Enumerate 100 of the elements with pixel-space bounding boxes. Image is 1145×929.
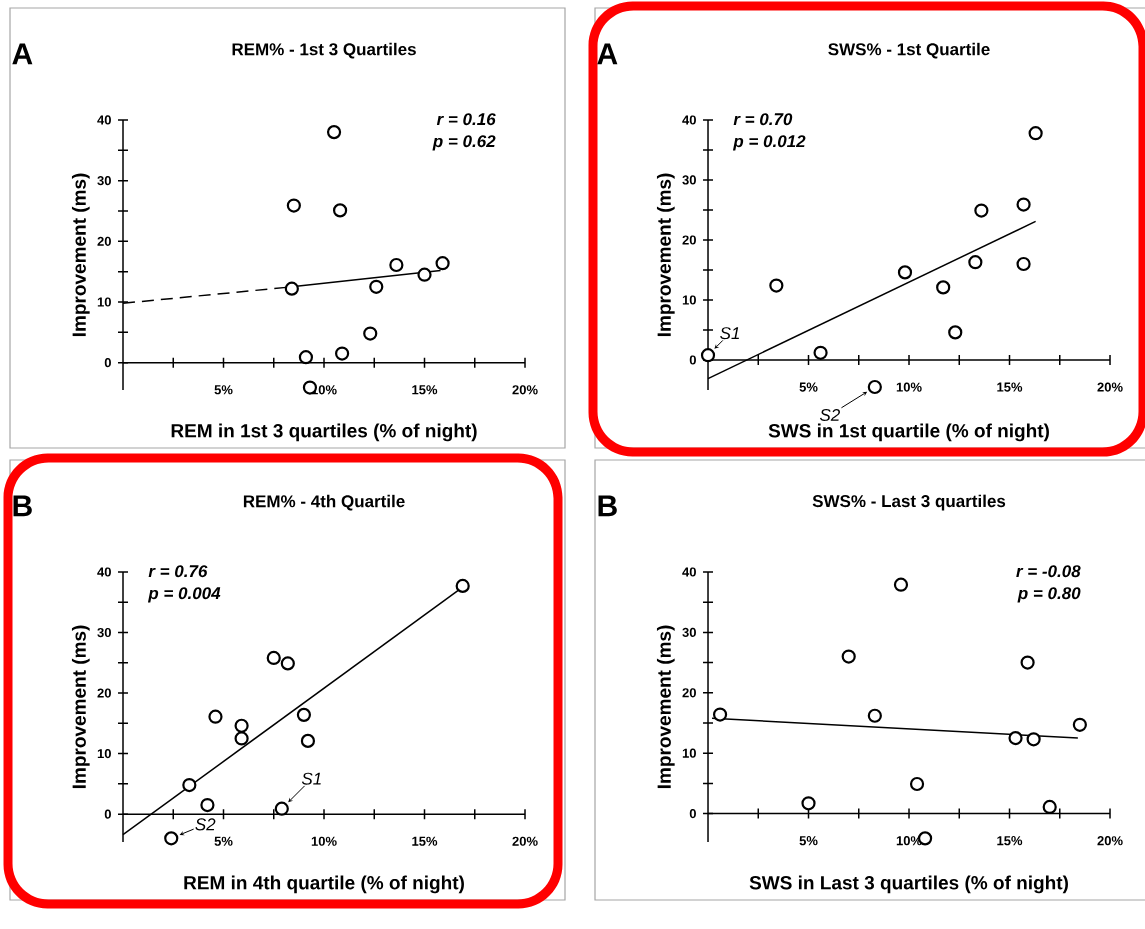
point xyxy=(1026,732,1041,747)
chart-title: REM% - 4th Quartile xyxy=(243,494,405,511)
y-tick-label: 20 xyxy=(682,235,696,245)
y-tick-label: 30 xyxy=(97,627,111,638)
point xyxy=(909,776,925,792)
point xyxy=(769,278,784,293)
annotation: p = 0.62 xyxy=(432,135,496,151)
y-tick-label: 10 xyxy=(682,295,696,305)
y-axis-title: Improvement (ms) xyxy=(71,625,90,789)
x-tick-label: 20% xyxy=(512,385,538,395)
x-axis-title: REM in 1st 3 quartiles (% of night) xyxy=(171,423,477,442)
point xyxy=(700,348,716,363)
annotation: r = -0.08 xyxy=(1016,565,1081,578)
chart-title: SWS% - Last 3 quartiles xyxy=(812,494,1006,511)
y-tick-label: 10 xyxy=(682,748,696,758)
y-axis-title: Improvement (ms) xyxy=(656,625,675,789)
point xyxy=(234,718,249,733)
point xyxy=(968,255,983,270)
chart-title: SWS% - 1st Quartile xyxy=(828,42,990,59)
point xyxy=(841,649,856,664)
point xyxy=(948,325,963,340)
y-tick-label: 30 xyxy=(97,176,111,186)
annotation: p = 0.004 xyxy=(147,587,221,603)
point xyxy=(893,577,909,592)
point xyxy=(298,350,314,365)
x-tick-label: 5% xyxy=(214,385,233,395)
point xyxy=(363,326,378,341)
x-tick-label: 15% xyxy=(997,836,1023,846)
point xyxy=(335,346,350,361)
y-tick-label: 10 xyxy=(97,749,111,759)
x-tick-label: 5% xyxy=(799,836,818,846)
y-tick-label: 40 xyxy=(97,115,111,125)
y-tick-label: 0 xyxy=(104,809,111,819)
point xyxy=(1016,256,1031,272)
point xyxy=(200,797,215,813)
point xyxy=(182,777,197,793)
x-tick-label: 10% xyxy=(896,382,922,392)
point xyxy=(208,709,223,724)
annotation: S2 xyxy=(195,818,216,831)
point xyxy=(389,257,404,273)
point xyxy=(296,707,312,722)
point xyxy=(280,656,295,671)
y-tick-label: 30 xyxy=(682,627,696,637)
x-axis-title: SWS in 1st quartile (% of night) xyxy=(768,423,1049,442)
point xyxy=(1042,799,1057,815)
point xyxy=(813,345,828,360)
x-tick-label: 15% xyxy=(997,382,1023,392)
y-tick-label: 0 xyxy=(104,358,111,368)
y-tick-label: 20 xyxy=(682,688,696,698)
y-tick-label: 40 xyxy=(682,115,696,125)
point xyxy=(974,203,989,218)
point xyxy=(326,125,342,140)
chart-title: REM% - 1st 3 Quartiles xyxy=(232,42,416,59)
annotation: S2 xyxy=(819,408,840,422)
point xyxy=(369,279,384,294)
point xyxy=(897,265,913,280)
x-tick-label: 10% xyxy=(311,836,337,846)
x-tick-label: 15% xyxy=(412,385,438,395)
point xyxy=(332,203,348,218)
point xyxy=(1008,730,1023,746)
x-axis-title: SWS in Last 3 quartiles (% of night) xyxy=(749,875,1068,894)
x-tick-label: 5% xyxy=(799,382,818,392)
point xyxy=(284,281,299,296)
point xyxy=(435,256,450,271)
annotation: S1 xyxy=(301,772,321,785)
y-tick-label: 20 xyxy=(97,236,111,246)
text: B xyxy=(598,495,617,517)
y-tick-label: 40 xyxy=(97,567,111,577)
point xyxy=(712,707,728,722)
y-tick-label: 40 xyxy=(682,567,696,577)
point xyxy=(867,708,882,723)
point xyxy=(1028,126,1043,141)
point xyxy=(1016,197,1031,212)
x-tick-label: 20% xyxy=(1097,836,1123,846)
y-tick-label: 0 xyxy=(689,808,696,819)
point xyxy=(234,731,249,746)
annotation: S1 xyxy=(720,327,739,340)
point xyxy=(274,801,289,816)
point xyxy=(300,733,316,748)
annotation: p = 0.012 xyxy=(732,135,806,151)
annotation: p = 0.80 xyxy=(1017,587,1081,603)
point xyxy=(286,198,301,213)
x-tick-label: 20% xyxy=(1097,382,1123,392)
x-tick-label: 15% xyxy=(412,836,438,846)
y-axis-title: Improvement (ms) xyxy=(71,173,90,337)
point xyxy=(417,267,432,282)
point xyxy=(455,578,470,594)
point xyxy=(1020,655,1035,670)
x-tick-label: 5% xyxy=(214,836,233,846)
annotation: r = 0.16 xyxy=(436,113,496,126)
point xyxy=(936,280,951,295)
x-tick-label: 20% xyxy=(512,836,538,846)
y-axis-title: Improvement (ms) xyxy=(656,173,675,337)
annotation: r = 0.70 xyxy=(733,113,793,126)
text: A xyxy=(597,43,618,65)
y-tick-label: 10 xyxy=(97,297,111,307)
y-tick-label: 0 xyxy=(689,355,696,365)
annotation: r = 0.76 xyxy=(148,565,208,578)
x-axis-title: REM in 4th quartile (% of night) xyxy=(184,875,464,894)
text: B xyxy=(13,495,32,517)
